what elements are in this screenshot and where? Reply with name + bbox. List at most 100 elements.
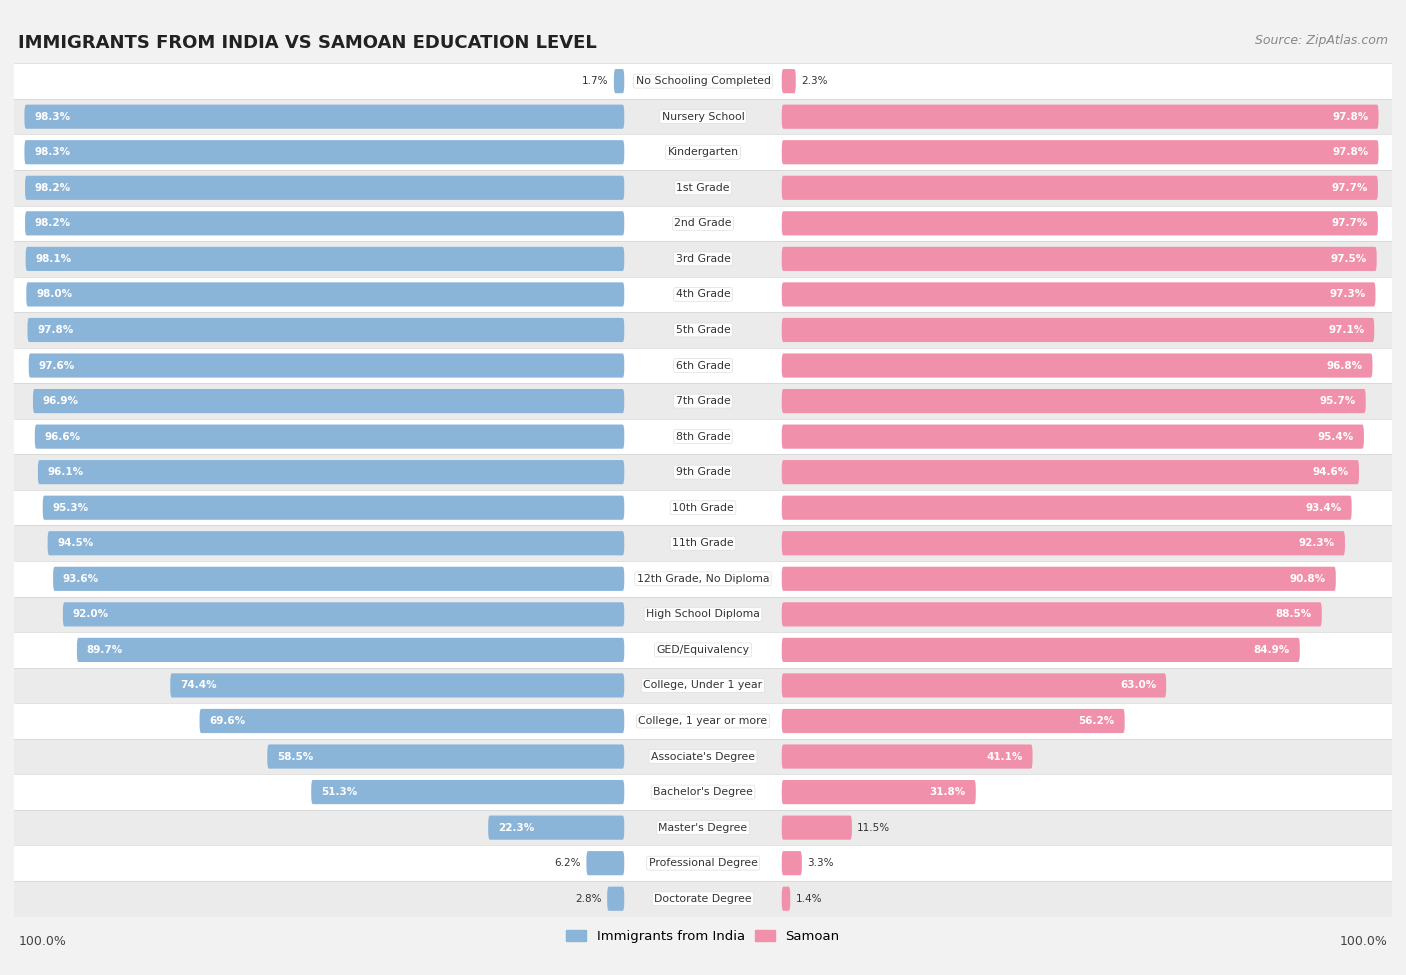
- Text: 97.1%: 97.1%: [1329, 325, 1364, 335]
- FancyBboxPatch shape: [782, 389, 1365, 413]
- Text: Kindergarten: Kindergarten: [668, 147, 738, 157]
- Text: College, 1 year or more: College, 1 year or more: [638, 716, 768, 726]
- FancyBboxPatch shape: [53, 566, 624, 591]
- Text: 97.8%: 97.8%: [38, 325, 73, 335]
- Bar: [14, 597, 1392, 632]
- Text: 98.0%: 98.0%: [37, 290, 72, 299]
- Bar: [14, 170, 1392, 206]
- Bar: [14, 668, 1392, 703]
- Bar: [14, 739, 1392, 774]
- FancyBboxPatch shape: [782, 424, 1364, 448]
- Bar: [14, 454, 1392, 489]
- FancyBboxPatch shape: [782, 745, 1032, 768]
- FancyBboxPatch shape: [24, 104, 624, 129]
- Text: 96.6%: 96.6%: [45, 432, 80, 442]
- Text: 92.0%: 92.0%: [73, 609, 108, 619]
- FancyBboxPatch shape: [25, 212, 624, 235]
- Bar: [14, 63, 1392, 98]
- Text: High School Diploma: High School Diploma: [647, 609, 759, 619]
- Text: 58.5%: 58.5%: [277, 752, 314, 761]
- FancyBboxPatch shape: [267, 745, 624, 768]
- Text: 100.0%: 100.0%: [1340, 935, 1388, 948]
- Text: 97.7%: 97.7%: [1331, 218, 1368, 228]
- FancyBboxPatch shape: [614, 69, 624, 94]
- Text: 98.2%: 98.2%: [35, 218, 72, 228]
- Text: 97.8%: 97.8%: [1333, 112, 1368, 122]
- Text: 7th Grade: 7th Grade: [676, 396, 730, 406]
- Text: 63.0%: 63.0%: [1121, 681, 1156, 690]
- Text: 1.7%: 1.7%: [582, 76, 609, 86]
- Text: 74.4%: 74.4%: [180, 681, 217, 690]
- FancyBboxPatch shape: [488, 815, 624, 839]
- FancyBboxPatch shape: [782, 176, 1378, 200]
- FancyBboxPatch shape: [586, 851, 624, 876]
- FancyBboxPatch shape: [42, 495, 624, 520]
- FancyBboxPatch shape: [782, 495, 1351, 520]
- FancyBboxPatch shape: [782, 104, 1378, 129]
- Text: 97.6%: 97.6%: [38, 361, 75, 370]
- FancyBboxPatch shape: [782, 247, 1376, 271]
- Text: 69.6%: 69.6%: [209, 716, 246, 726]
- FancyBboxPatch shape: [311, 780, 624, 804]
- FancyBboxPatch shape: [782, 283, 1375, 306]
- Text: 41.1%: 41.1%: [987, 752, 1022, 761]
- Text: 92.3%: 92.3%: [1299, 538, 1336, 548]
- FancyBboxPatch shape: [48, 531, 624, 556]
- Text: 22.3%: 22.3%: [498, 823, 534, 833]
- Bar: [14, 526, 1392, 561]
- Text: 1st Grade: 1st Grade: [676, 182, 730, 193]
- Text: 100.0%: 100.0%: [18, 935, 66, 948]
- FancyBboxPatch shape: [782, 318, 1374, 342]
- Text: 95.4%: 95.4%: [1317, 432, 1354, 442]
- Text: Doctorate Degree: Doctorate Degree: [654, 894, 752, 904]
- Text: 2nd Grade: 2nd Grade: [675, 218, 731, 228]
- FancyBboxPatch shape: [782, 140, 1378, 165]
- Bar: [14, 774, 1392, 810]
- FancyBboxPatch shape: [24, 140, 624, 165]
- Bar: [14, 277, 1392, 312]
- Text: 1.4%: 1.4%: [796, 894, 823, 904]
- Text: 2.3%: 2.3%: [801, 76, 828, 86]
- Legend: Immigrants from India, Samoan: Immigrants from India, Samoan: [561, 924, 845, 949]
- Bar: [14, 561, 1392, 597]
- Text: 93.6%: 93.6%: [63, 574, 98, 584]
- Text: 2.8%: 2.8%: [575, 894, 602, 904]
- FancyBboxPatch shape: [782, 354, 1372, 377]
- FancyBboxPatch shape: [782, 815, 852, 839]
- Text: 84.9%: 84.9%: [1254, 644, 1289, 655]
- Bar: [14, 703, 1392, 739]
- FancyBboxPatch shape: [607, 886, 624, 911]
- FancyBboxPatch shape: [63, 603, 624, 626]
- Text: 97.3%: 97.3%: [1329, 290, 1365, 299]
- Text: 5th Grade: 5th Grade: [676, 325, 730, 335]
- FancyBboxPatch shape: [35, 424, 624, 448]
- FancyBboxPatch shape: [200, 709, 624, 733]
- Bar: [14, 419, 1392, 454]
- Text: 97.5%: 97.5%: [1330, 254, 1367, 264]
- Text: 94.6%: 94.6%: [1313, 467, 1350, 477]
- FancyBboxPatch shape: [782, 69, 796, 94]
- Bar: [14, 206, 1392, 241]
- Text: 11.5%: 11.5%: [858, 823, 890, 833]
- Text: Bachelor's Degree: Bachelor's Degree: [652, 787, 754, 798]
- FancyBboxPatch shape: [782, 780, 976, 804]
- FancyBboxPatch shape: [782, 212, 1378, 235]
- FancyBboxPatch shape: [25, 247, 624, 271]
- Bar: [14, 348, 1392, 383]
- FancyBboxPatch shape: [782, 638, 1299, 662]
- Text: 94.5%: 94.5%: [58, 538, 94, 548]
- Text: 96.8%: 96.8%: [1326, 361, 1362, 370]
- FancyBboxPatch shape: [28, 318, 624, 342]
- Text: College, Under 1 year: College, Under 1 year: [644, 681, 762, 690]
- FancyBboxPatch shape: [782, 886, 790, 911]
- Text: Source: ZipAtlas.com: Source: ZipAtlas.com: [1254, 34, 1388, 47]
- Text: 96.9%: 96.9%: [42, 396, 79, 406]
- Text: Nursery School: Nursery School: [662, 112, 744, 122]
- FancyBboxPatch shape: [782, 531, 1346, 556]
- Text: 98.2%: 98.2%: [35, 182, 72, 193]
- Text: 90.8%: 90.8%: [1289, 574, 1326, 584]
- FancyBboxPatch shape: [32, 389, 624, 413]
- Text: 95.3%: 95.3%: [52, 503, 89, 513]
- Text: 51.3%: 51.3%: [321, 787, 357, 798]
- Text: 98.3%: 98.3%: [34, 147, 70, 157]
